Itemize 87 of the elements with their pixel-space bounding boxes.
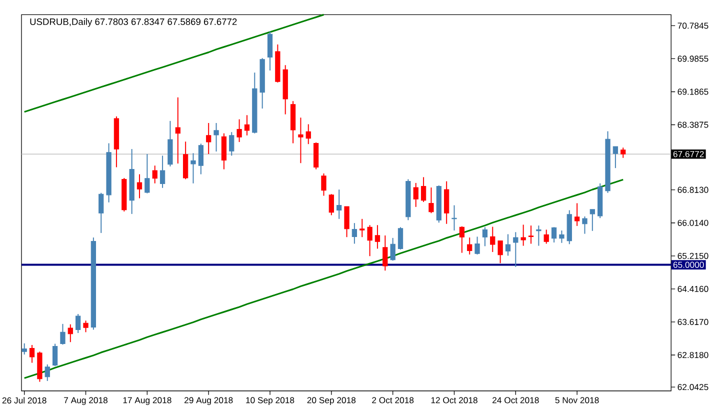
candlestick [505, 234, 511, 256]
candlestick [29, 344, 35, 364]
candlestick [413, 182, 418, 208]
candlestick [498, 240, 503, 264]
candlestick [206, 122, 212, 155]
candlestick [44, 364, 50, 382]
y-tick-label: 68.3875 [678, 122, 708, 128]
candlestick [344, 206, 350, 238]
candlestick [160, 155, 166, 188]
x-tick-label: 20 Sep 2018 [307, 397, 356, 405]
candlestick [536, 225, 542, 246]
candlestick [136, 174, 142, 199]
candlestick [76, 314, 81, 334]
candlestick [236, 118, 242, 143]
candlestick [528, 225, 534, 244]
candlestick [428, 187, 434, 214]
x-tick-label: 7 Aug 2018 [64, 397, 108, 405]
x-tick-label: 2 Oct 2018 [372, 397, 414, 404]
candlestick [551, 226, 557, 243]
candlestick [612, 146, 618, 169]
candlestick [490, 226, 496, 253]
candlestick [513, 232, 518, 268]
candlestick [214, 122, 219, 152]
y-tick-label: 70.7845 [678, 22, 708, 29]
candlestick [328, 194, 334, 216]
y-tick-label: 66.8130 [678, 186, 708, 193]
line-series [24, 178, 624, 379]
candlestick [582, 216, 588, 234]
candlestick [352, 222, 358, 244]
x-tick-label: 26 Jul 2018 [2, 397, 46, 404]
ref-line-label: 65.0000 [673, 262, 704, 268]
candlestick [444, 180, 450, 224]
candlestick [306, 124, 311, 145]
candlestick [83, 320, 88, 333]
candlestick [590, 208, 595, 232]
y-tick-label: 66.0140 [678, 220, 708, 226]
candlestick [620, 147, 626, 158]
x-tick-label: 10 Sep 2018 [246, 397, 294, 405]
y-tick-label: 63.6170 [678, 318, 708, 326]
y-tick-label: 69.1865 [678, 88, 708, 95]
candlestick [360, 218, 365, 238]
x-tick-label: 12 Oct 2018 [431, 397, 478, 404]
candlestick [221, 132, 227, 170]
candlestick [68, 324, 73, 343]
x-tick-label: 29 Aug 2018 [184, 397, 233, 405]
candlestick [98, 192, 104, 234]
x-tick-label: 24 Oct 2018 [492, 397, 539, 404]
y-tick-label: 69.9855 [678, 56, 708, 62]
candlestick [336, 189, 342, 220]
y-tick-label: 62.8180 [678, 352, 708, 358]
candlestick [267, 31, 273, 72]
candlestick [60, 323, 66, 346]
candlestick [390, 237, 396, 262]
candlestick [298, 117, 304, 164]
candlestick [467, 237, 472, 255]
candlestick [152, 165, 158, 184]
candlestick [420, 176, 426, 202]
candlestick [482, 226, 488, 247]
candlestick [367, 224, 372, 257]
candlestick [190, 152, 196, 184]
candlestick [198, 143, 204, 175]
candlestick [52, 343, 58, 367]
candlestick [474, 236, 480, 255]
candlestick [382, 234, 388, 272]
candlestick [398, 226, 404, 250]
candlestick [544, 229, 549, 244]
x-tick-label: 17 Aug 2018 [123, 397, 172, 405]
candlestick [22, 342, 27, 356]
y-tick-label: 65.2150 [678, 252, 708, 259]
candlestick [144, 154, 150, 194]
candlestick [175, 96, 180, 164]
x-tick-label: 5 Nov 2018 [555, 397, 599, 404]
candlestick [559, 230, 564, 244]
y-tick-label: 64.4160 [678, 286, 708, 292]
candlestick [459, 226, 464, 254]
ref-line-label: 67.6772 [673, 151, 704, 158]
chart-title: USDRUB,Daily 67.7803 67.8347 67.5869 67.6772 [30, 18, 237, 27]
candlestick [229, 132, 234, 156]
candlestick [182, 141, 188, 180]
candlestick [374, 224, 380, 250]
y-tick-label: 62.0425 [678, 384, 708, 390]
candlestick [244, 114, 250, 136]
candlestick [574, 202, 580, 226]
line-series [24, 14, 325, 113]
candlestick [321, 172, 326, 196]
candlestick [520, 224, 526, 246]
candlestick [313, 142, 319, 170]
